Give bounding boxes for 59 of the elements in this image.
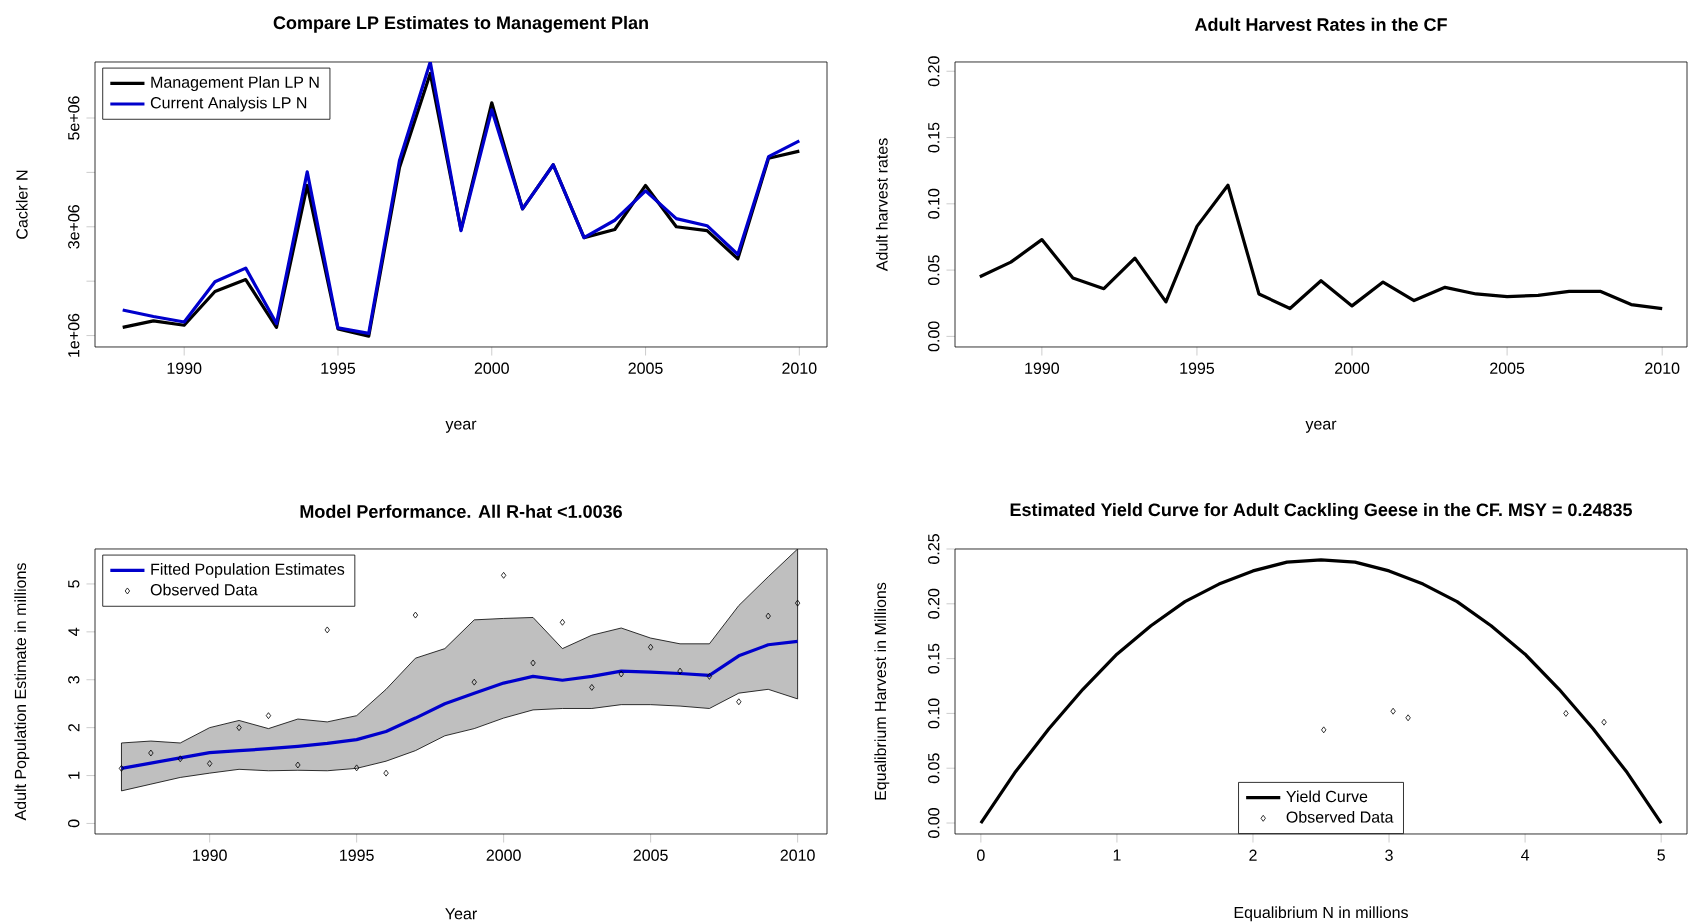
x-tick-label: 1995 <box>1180 362 1215 374</box>
y-tick-label: 0.10 <box>928 188 940 219</box>
x-tick-label: 1990 <box>1025 362 1060 374</box>
y-tick-label: 1 <box>68 771 80 779</box>
x-tick-label: 1995 <box>321 362 356 374</box>
y-tick-label: 5e+06 <box>68 96 80 140</box>
y-tick-label: 1e+06 <box>68 313 80 357</box>
x-tick-label: 2005 <box>628 362 663 374</box>
chart-title: Estimated Yield Curve for Adult Cackling Geese in the CF. MSY = 0.24835 <box>1010 502 1632 520</box>
legend-label: Observed Data <box>1286 810 1394 823</box>
legend-label: Management Plan LP N <box>151 76 319 92</box>
x-tick-label: 3 <box>1385 849 1393 861</box>
x-tick-label: 1 <box>1113 849 1121 861</box>
chart-title: Model Performance. All R-hat <1.0036 <box>300 504 622 518</box>
x-axis-title: Equalibrium N in millions <box>1234 906 1408 922</box>
y-tick-label: 0.05 <box>928 753 940 784</box>
legend-label: Current Analysis LP N <box>150 96 307 112</box>
y-tick-label: 4 <box>68 627 80 636</box>
x-tick-label: 2010 <box>1645 362 1680 374</box>
y-axis-title: Adult Population Estimate in millions <box>14 563 30 821</box>
x-tick-label: 2010 <box>780 849 815 861</box>
legend-label: Yield Curve <box>1286 790 1368 803</box>
x-axis-title: Year <box>445 908 477 920</box>
x-tick-label: 2010 <box>782 362 817 374</box>
x-axis-title: year <box>1305 420 1337 433</box>
x-tick-label: 2000 <box>486 849 521 861</box>
y-tick-label: 0.00 <box>928 321 940 352</box>
x-tick-label: 1990 <box>167 362 202 374</box>
x-tick-label: 0 <box>977 849 985 861</box>
y-tick-label: 0.10 <box>928 698 940 729</box>
x-tick-label: 1990 <box>193 849 227 861</box>
y-tick-label: 5 <box>68 580 80 588</box>
legend-label: Observed Data <box>150 583 258 596</box>
chart-title: Compare LP Estimates to Management Plan <box>273 15 648 33</box>
y-tick-label: 0.15 <box>928 122 940 153</box>
x-axis-title: year <box>445 420 477 433</box>
y-tick-label: 0 <box>68 819 80 828</box>
y-tick-label: 0.00 <box>928 808 940 838</box>
y-axis-title: Adult harvest rates <box>875 138 888 272</box>
y-tick-label: 3e+06 <box>68 205 80 249</box>
x-tick-label: 2005 <box>1490 362 1525 374</box>
y-tick-label: 0.15 <box>928 643 940 674</box>
y-tick-label: 0.20 <box>928 588 940 619</box>
y-tick-label: 3 <box>68 676 80 684</box>
x-tick-label: 4 <box>1521 849 1530 861</box>
x-tick-label: 2000 <box>1335 362 1370 374</box>
legend-label: Fitted Population Estimates <box>151 563 345 578</box>
y-tick-label: 2 <box>68 724 80 732</box>
x-tick-label: 5 <box>1657 849 1665 861</box>
y-axis-title: Equalibrium Harvest in Millions <box>874 582 890 800</box>
y-tick-label: 0.20 <box>928 56 940 87</box>
x-tick-label: 2000 <box>474 362 509 374</box>
chart-title: Adult Harvest Rates in the CF <box>1194 17 1447 31</box>
y-axis-title: Cackler N <box>15 170 28 239</box>
y-tick-label: 0.25 <box>928 534 940 564</box>
x-tick-label: 2005 <box>633 849 668 861</box>
y-tick-label: 0.05 <box>928 255 940 286</box>
x-tick-label: 1995 <box>340 849 374 861</box>
x-tick-label: 2 <box>1249 849 1257 861</box>
